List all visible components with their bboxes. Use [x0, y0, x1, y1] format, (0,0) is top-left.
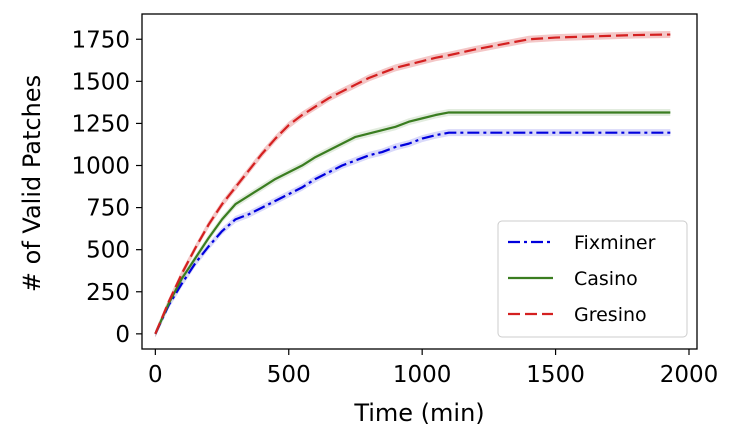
y-tick-label: 1250: [71, 111, 130, 137]
y-tick-label: 750: [86, 196, 130, 222]
series-line-casino: [154, 111, 671, 335]
x-axis-label: Time (min): [353, 399, 484, 427]
x-tick-label: 0: [148, 362, 163, 388]
x-tick-label: 500: [267, 362, 311, 388]
y-tick-label: 1000: [71, 154, 130, 180]
legend-label-casino: Casino: [574, 268, 638, 290]
legend-label-fixminer: Fixminer: [574, 232, 656, 254]
x-tick-label: 2000: [660, 362, 719, 388]
x-tick-label: 1000: [393, 362, 452, 388]
series-line-gresino: [154, 33, 671, 335]
y-tick-label: 1750: [71, 27, 130, 53]
x-axis: 0 500 1000 1500 2000: [148, 349, 718, 388]
y-tick-label: 500: [86, 238, 130, 264]
legend-frame: [497, 220, 688, 338]
y-tick-label: 1500: [71, 69, 130, 95]
legend: Fixminer Casino Gresino: [497, 220, 688, 338]
y-tick-label: 250: [86, 280, 130, 306]
plot-frame: [141, 13, 698, 350]
y-tick-label: 0: [115, 322, 130, 348]
series-line-fixminer: [154, 131, 671, 335]
y-axis-label: # of Valid Patches: [18, 75, 46, 292]
legend-label-gresino: Gresino: [574, 304, 647, 326]
x-tick-label: 1500: [526, 362, 585, 388]
y-axis: 0 250 500 750 1000 1250 1500 1750: [71, 27, 142, 348]
series-lines: [154, 33, 671, 335]
